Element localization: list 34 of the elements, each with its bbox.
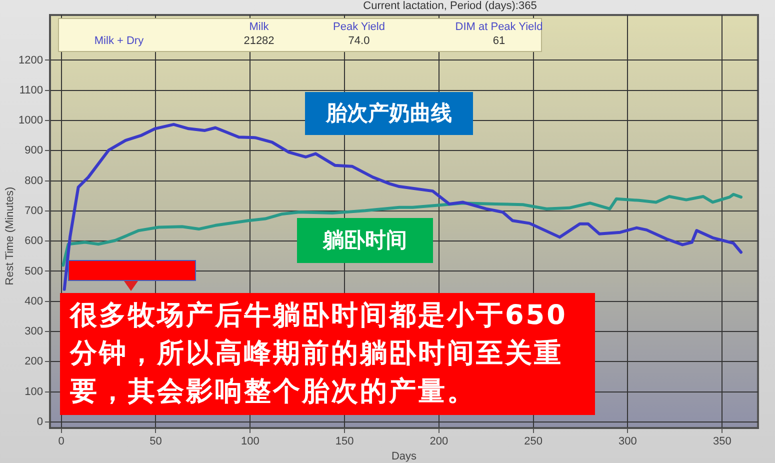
annotation: 21282 bbox=[242, 35, 276, 47]
annotation: Milk + Dry bbox=[93, 35, 145, 47]
y-tick-label: 1100 bbox=[19, 84, 43, 96]
y-tick-label: 700 bbox=[24, 204, 43, 217]
y-tick-label: 1200 bbox=[18, 54, 43, 66]
chart-title: Current lactation, Period (days):365 bbox=[362, 0, 538, 12]
series-label: 胎次产奶曲线 bbox=[305, 92, 473, 135]
x-tick-label: 200 bbox=[430, 436, 448, 448]
y-tick-label: 800 bbox=[24, 174, 43, 187]
y-tick-label: 200 bbox=[24, 356, 43, 368]
y-tick-label: 0 bbox=[36, 416, 43, 428]
annotation: Peak Yield bbox=[332, 21, 386, 33]
y-tick-label: 600 bbox=[24, 235, 43, 248]
y-tick-label: 1000 bbox=[18, 114, 43, 127]
x-tick-label: 300 bbox=[618, 436, 637, 448]
annotation: 61 bbox=[492, 35, 506, 47]
series-label: 躺卧时间 bbox=[297, 218, 433, 263]
x-tick-label: 50 bbox=[150, 436, 162, 448]
x-tick-label: 150 bbox=[335, 436, 354, 448]
annotation: 74.0 bbox=[347, 35, 371, 47]
y-tick-label: 400 bbox=[24, 295, 43, 308]
y-tick-label: 300 bbox=[24, 326, 43, 338]
x-tick-label: 250 bbox=[524, 436, 543, 448]
annotation: Milk bbox=[248, 21, 270, 33]
x-tick-label: 0 bbox=[58, 436, 64, 448]
y-tick-label: 500 bbox=[24, 265, 43, 278]
annotation: DIM at Peak Yield bbox=[454, 21, 544, 33]
y-axis-title: Rest Time (Minutes) bbox=[4, 186, 16, 288]
x-tick-label: 100 bbox=[240, 436, 260, 448]
x-axis-title: Days bbox=[391, 450, 418, 462]
annotation: 很多牧场产后牛躺卧时间都是小于650分钟，所以高峰期前的躺卧时间至关重要，其会影响整个胎次的产量。 bbox=[60, 293, 595, 415]
y-tick-label: 100 bbox=[24, 386, 43, 398]
y-tick-label: 900 bbox=[24, 144, 43, 157]
x-tick-label: 350 bbox=[712, 436, 732, 448]
